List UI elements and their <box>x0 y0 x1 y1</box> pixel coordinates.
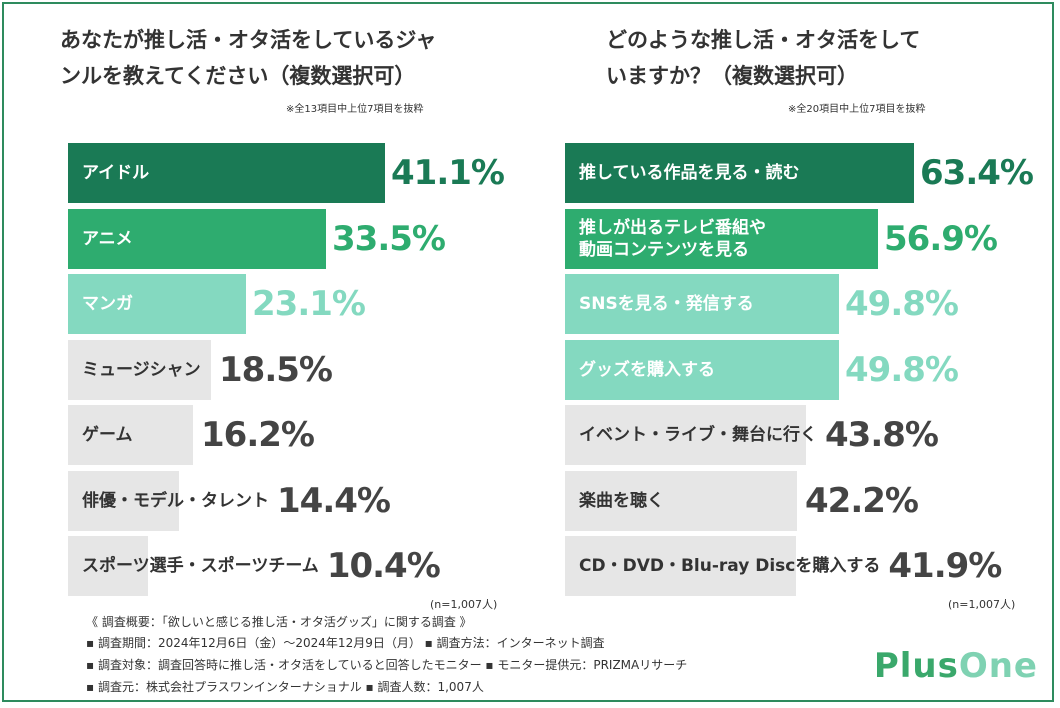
left-title-line2: ンルを教えてください（複数選択可） <box>60 64 416 88</box>
bar-label-7: CD・DVD・Blu-ray Discを購入する <box>579 556 881 576</box>
left-note: ※全13項目中上位7項目を抜粋 <box>286 104 424 115</box>
bar-label-1: 推している作品を見る・読む <box>579 163 800 183</box>
bar-6 <box>68 471 179 531</box>
bar-3 <box>565 274 839 334</box>
survey-summary-heading: 《 調査概要：「欲しいと感じる推し活・オタ活グッズ」に関する調査 》 <box>86 615 472 629</box>
bar-label-4: グッズを購入する <box>579 360 715 380</box>
value-label-5: 16.2% <box>201 415 315 455</box>
bar-label-3: SNSを見る・発信する <box>579 294 754 314</box>
right-n-note: (n=1,007人) <box>948 598 1016 611</box>
bar-4 <box>565 340 839 400</box>
bar-label-5: イベント・ライブ・舞台に行く <box>579 425 817 445</box>
bar-label-2: 推しが出るテレビ番組や 動画コンテンツを見る <box>579 218 766 260</box>
survey-period: ▪ 調査期間：2024年12月6日（金）〜2024年12月9日（月） ▪ 調査方… <box>86 636 605 650</box>
value-label-7: 41.9% <box>888 546 1002 586</box>
bar-1 <box>68 143 385 203</box>
value-label-6: 42.2% <box>805 481 919 521</box>
bar-label-6: 楽曲を聴く <box>579 491 664 511</box>
logo-text-plus: Plus <box>873 646 959 686</box>
left-title-line1: あなたが推し活・オタ活をしているジャ <box>60 28 437 52</box>
bar-5 <box>68 405 193 465</box>
value-label-3: 49.8% <box>845 284 959 324</box>
bar-label-2: アニメ <box>82 229 133 249</box>
value-label-1: 41.1% <box>391 153 505 193</box>
right-title-line2: いますか？（複数選択可） <box>606 64 858 88</box>
bar-3 <box>68 274 246 334</box>
survey-source: ▪ 調査元：株式会社プラスワンインターナショナル ▪ 調査人数：1,007人 <box>86 680 484 694</box>
bar-4 <box>68 340 211 400</box>
survey-target: ▪ 調査対象：調査回答時に推し活・オタ活をしていると回答したモニター ▪ モニタ… <box>86 658 688 672</box>
plusone-logo: PlusOne <box>874 646 1038 686</box>
right-title-line1: どのような推し活・オタ活をして <box>606 28 921 52</box>
bar-7 <box>68 536 148 596</box>
bar-2 <box>565 209 878 269</box>
right-note: ※全20項目中上位7項目を抜粋 <box>788 104 926 115</box>
bar-1 <box>565 143 914 203</box>
left-n-note: (n=1,007人) <box>430 598 498 611</box>
bar-6 <box>565 471 797 531</box>
bar-5 <box>565 405 806 465</box>
bar-label-6: 俳優・モデル・タレント <box>82 491 269 511</box>
value-label-6: 14.4% <box>277 481 391 521</box>
right-bar-chart: 推している作品を見る・読む 63.4% 推しが出るテレビ番組や 動画コンテンツを見る 5… <box>565 143 1035 598</box>
value-label-4: 18.5% <box>219 350 333 390</box>
value-label-3: 23.1% <box>252 284 366 324</box>
value-label-2: 33.5% <box>332 219 446 259</box>
bar-2 <box>68 209 326 269</box>
bar-7 <box>565 536 796 596</box>
value-label-4: 49.8% <box>845 350 959 390</box>
value-label-1: 63.4% <box>920 153 1034 193</box>
logo-text-one: One <box>958 646 1038 686</box>
value-label-7: 10.4% <box>326 546 441 586</box>
value-label-2: 56.9% <box>884 219 998 259</box>
bar-label-3: マンガ <box>82 294 133 314</box>
value-label-5: 43.8% <box>825 415 939 455</box>
left-bar-chart: アイドル 41.1% アニメ 33.5% マンガ 23.1% ミュージシャン 18.5% ゲーム… <box>68 143 505 598</box>
bar-label-1: アイドル <box>82 163 150 183</box>
bar-label-7: スポーツ選手・スポーツチーム <box>82 556 319 576</box>
bar-label-4: ミュージシャン <box>82 360 201 380</box>
bar-label-5: ゲーム <box>82 425 133 445</box>
